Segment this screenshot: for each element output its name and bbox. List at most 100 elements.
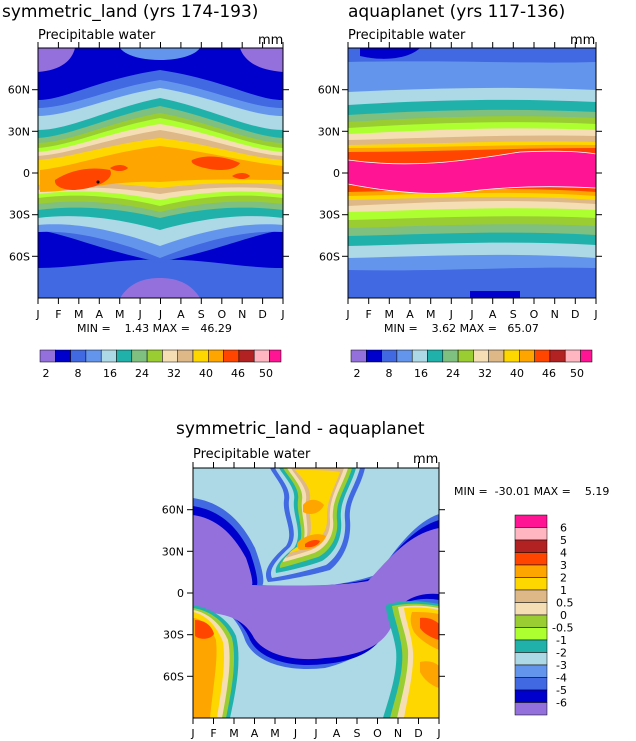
panel-a-xtick-label: A bbox=[177, 308, 185, 321]
panel-c-minmax: MIN = -30.01 MAX = 5.19 bbox=[454, 485, 609, 498]
panel-a-yticks: 60N 30N 0 30S 60S bbox=[8, 84, 289, 263]
panel-c-xtick-label: J bbox=[190, 727, 194, 740]
panel-a-subtitle: Precipitable water bbox=[38, 28, 156, 43]
panel-a-xticks: J F M A M J J A S O N D J bbox=[35, 42, 285, 321]
panel-a-colorbar-label: 32 bbox=[167, 367, 181, 380]
panel-a-colorbar-label: 50 bbox=[259, 367, 273, 380]
panel-a-xtick-label: J bbox=[280, 308, 284, 321]
panel-b-field bbox=[348, 48, 596, 298]
panel-c-field bbox=[193, 468, 439, 718]
panel-b-colorbar-label: 46 bbox=[542, 367, 556, 380]
panel-b-xtick-label: J bbox=[593, 308, 597, 321]
panel-a-colorbar: 2 8 16 24 32 40 46 50 bbox=[39, 349, 282, 380]
panel-a-xtick-label: O bbox=[217, 308, 226, 321]
panel-c-xtick-label: M bbox=[270, 727, 280, 740]
panel-b-xtick-label: J bbox=[469, 308, 473, 321]
panel-c-xticks: J F M A M J J A S O N D J bbox=[190, 462, 441, 740]
panel-c-ytick-label: 60N bbox=[162, 504, 184, 517]
panel-a-xtick-label: D bbox=[258, 308, 266, 321]
panel-a-colorbar-label: 40 bbox=[199, 367, 213, 380]
panel-b-title: aquaplanet (yrs 117-136) bbox=[348, 2, 565, 22]
panel-c-colorbar-label: 4 bbox=[560, 547, 567, 560]
panel-c-colorbar-label: 1 bbox=[560, 584, 567, 597]
panel-b-xtick-label: D bbox=[571, 308, 579, 321]
panel-c-colorbar-label: -3 bbox=[556, 659, 567, 672]
panel-c-subtitle: Precipitable water bbox=[193, 447, 311, 462]
panel-a-xtick-label: J bbox=[35, 308, 39, 321]
panel-c-ytick-label: 30N bbox=[162, 545, 184, 558]
panel-a-ytick-label: 30N bbox=[8, 125, 30, 138]
panel-c-xtick-label: M bbox=[229, 727, 239, 740]
panel-c-xtick-label: J bbox=[436, 727, 440, 740]
panel-c-colorbar-label: 2 bbox=[560, 572, 567, 585]
panel-b-colorbar-label: 2 bbox=[354, 367, 361, 380]
panel-a-field bbox=[38, 48, 283, 298]
panel-c-xtick-label: A bbox=[251, 727, 259, 740]
panel-b-xtick-label: J bbox=[449, 308, 453, 321]
panel-a-xtick-label: M bbox=[74, 308, 84, 321]
panel-a-xtick-label: M bbox=[115, 308, 125, 321]
panel-a-ytick-label: 60N bbox=[8, 84, 30, 97]
panel-b-colorbar-label: 8 bbox=[386, 367, 393, 380]
panel-a-ytick-label: 60S bbox=[9, 250, 30, 263]
panel-b-subtitle: Precipitable water bbox=[348, 28, 466, 43]
panel-c-xtick-label: D bbox=[414, 727, 422, 740]
panel-c-title: symmetric_land - aquaplanet bbox=[176, 419, 425, 439]
panel-b-colorbar-label: 50 bbox=[570, 367, 584, 380]
panel-b-ytick-label: 30N bbox=[318, 125, 340, 138]
panel-b-ytick-label: 0 bbox=[333, 167, 340, 180]
panel-a-xtick-label: J bbox=[158, 308, 162, 321]
panel-b-xtick-label: N bbox=[551, 308, 559, 321]
panel-c-colorbar-label: 3 bbox=[560, 559, 567, 572]
panel-b-ytick-label: 30S bbox=[319, 209, 340, 222]
panel-b-colorbar-label: 40 bbox=[510, 367, 524, 380]
panel-c-xtick-label: N bbox=[394, 727, 402, 740]
panel-c-colorbar-label: 6 bbox=[560, 522, 567, 535]
panel-b-colorbar-label: 16 bbox=[414, 367, 428, 380]
panel-c-colorbar: 6 5 4 3 2 1 0.5 0 -0.5 -1 -2 -3 -4 -5 -6 bbox=[514, 514, 574, 716]
panel-a-colorbar-label: 8 bbox=[75, 367, 82, 380]
panel-c-ytick-label: 0 bbox=[177, 587, 184, 600]
panel-a-minmax: MIN = 1.43 MAX = 46.29 bbox=[77, 322, 232, 335]
panel-b-minmax: MIN = 3.62 MAX = 65.07 bbox=[384, 322, 539, 335]
panel-b-xtick-label: A bbox=[489, 308, 497, 321]
panel-a-ytick-label: 0 bbox=[23, 167, 30, 180]
panel-b-yticks: 60N 30N 0 30S 60S bbox=[318, 84, 602, 263]
panel-a-title: symmetric_land (yrs 174-193) bbox=[2, 2, 258, 22]
panel-a-colorbar-label: 46 bbox=[231, 367, 245, 380]
panel-b-units: mm bbox=[570, 33, 595, 48]
panel-b-colorbar-label: 32 bbox=[478, 367, 492, 380]
panel-c-colorbar-label: -1 bbox=[556, 634, 567, 647]
panel-c-colorbar-label: -5 bbox=[556, 684, 567, 697]
panel-b-xtick-label: M bbox=[385, 308, 395, 321]
panel-a-xtick-label: S bbox=[198, 308, 205, 321]
panel-b-xticks: J F M A M J J A S O N D J bbox=[345, 42, 598, 321]
panel-a-xtick-label: F bbox=[55, 308, 61, 321]
panel-difference: symmetric_land - aquaplanet Precipitable… bbox=[162, 419, 610, 740]
panel-b-colorbar-boxes bbox=[350, 349, 593, 363]
panel-a-colorbar-label: 16 bbox=[103, 367, 117, 380]
panel-b-xtick-label: F bbox=[366, 308, 372, 321]
panel-a-colorbar-label: 2 bbox=[43, 367, 50, 380]
panel-c-colorbar-label: -2 bbox=[556, 647, 567, 660]
panel-b-xtick-label: S bbox=[510, 308, 517, 321]
panel-a-xtick-label: J bbox=[137, 308, 141, 321]
panel-c-colorbar-label: 5 bbox=[560, 534, 567, 547]
panel-aquaplanet: aquaplanet (yrs 117-136) Precipitable wa… bbox=[318, 2, 602, 380]
panel-a-ytick-label: 30S bbox=[9, 209, 30, 222]
panel-a-colorbar-label: 24 bbox=[135, 367, 149, 380]
panel-a-xtick-label: A bbox=[96, 308, 104, 321]
panel-c-colorbar-label: -0.5 bbox=[552, 622, 573, 635]
panel-b-xtick-label: J bbox=[345, 308, 349, 321]
panel-c-xtick-label: J bbox=[293, 727, 297, 740]
panel-b-colorbar: 2 8 16 24 32 40 46 50 bbox=[350, 349, 593, 380]
panel-c-ytick-label: 30S bbox=[163, 629, 184, 642]
panel-a-units: mm bbox=[258, 33, 283, 48]
panel-c-colorbar-boxes bbox=[514, 514, 548, 716]
panel-b-ytick-label: 60S bbox=[319, 250, 340, 263]
panel-a-xtick-label: N bbox=[238, 308, 246, 321]
panel-c-xtick-label: A bbox=[333, 727, 341, 740]
panel-symmetric-land: symmetric_land (yrs 174-193) Precipitabl… bbox=[2, 2, 289, 380]
panel-c-yticks: 60N 30N 0 30S 60S bbox=[162, 504, 445, 683]
